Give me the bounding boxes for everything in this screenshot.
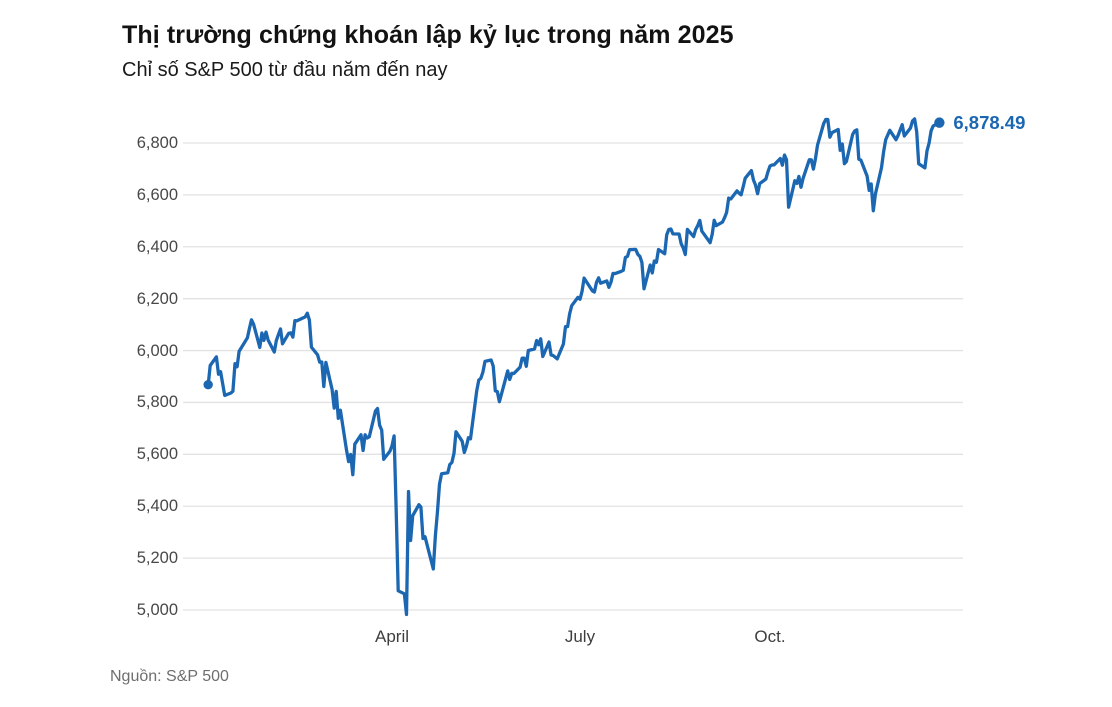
start-dot [203,379,213,390]
x-axis-tick-label: Oct. [754,627,786,646]
y-axis-tick-label: 5,400 [136,497,178,516]
latest-value-label: 6,878.49 [953,111,1026,133]
y-axis-tick-label: 6,400 [136,237,178,256]
x-axis-tick-label: April [374,627,409,646]
y-axis-tick-label: 6,800 [136,134,178,152]
y-axis-tick-label: 5,200 [136,549,178,568]
chart-subtitle: Chỉ số S&P 500 từ đầu năm đến nay [122,59,448,81]
y-axis-tick-label: 6,600 [136,185,178,204]
y-axis-tick-label: 6,200 [136,289,178,308]
y-axis-tick-label: 5,600 [136,445,178,464]
x-axis-tick-label: July [564,627,596,646]
y-axis-tick-label: 5,800 [136,393,178,412]
y-axis-tick-label: 6,000 [136,341,178,360]
end-dot [934,117,945,128]
price-line [206,117,942,617]
y-axis-tick-label: 5,000 [136,601,178,619]
chart-title: Thị trường chứng khoán lập kỷ lục trong … [122,21,734,49]
source-note: Nguồn: S&P 500 [110,668,229,685]
